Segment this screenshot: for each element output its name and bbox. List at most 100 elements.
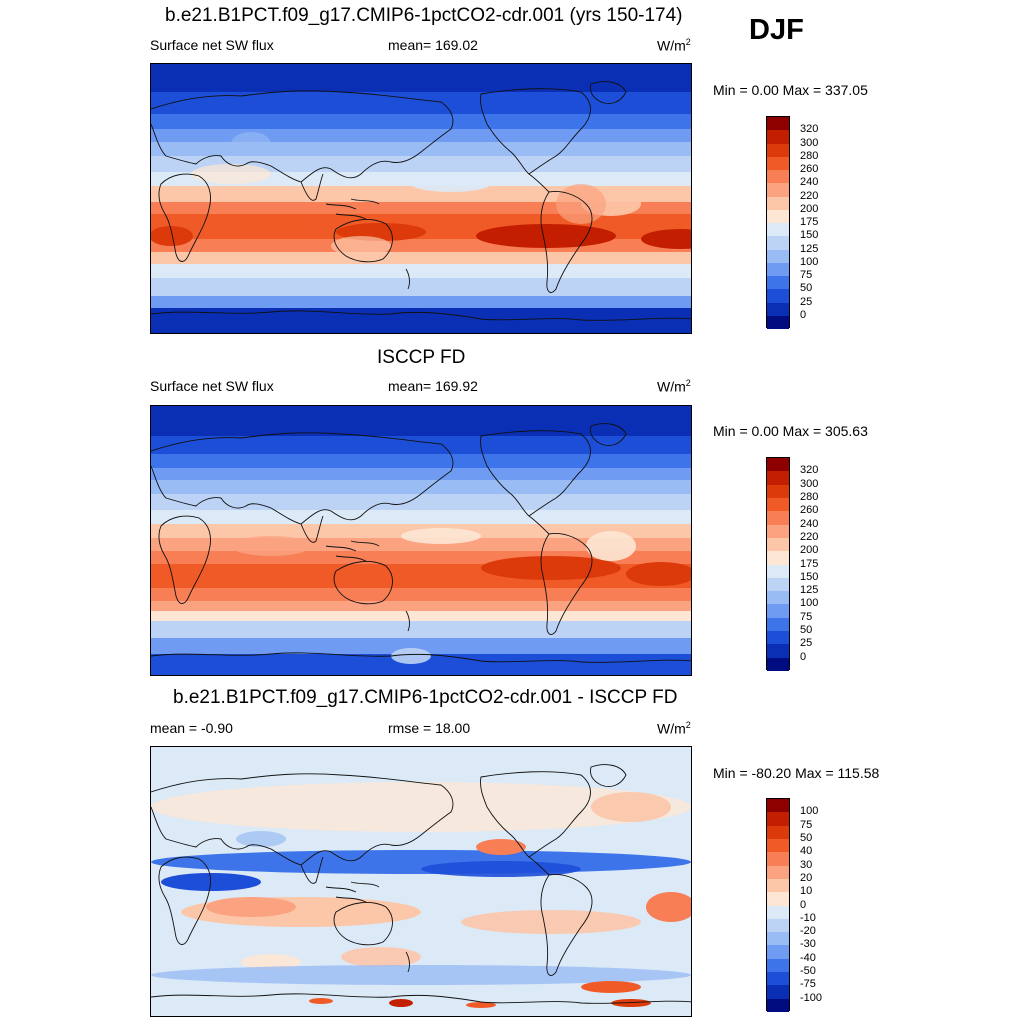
colorbar-swatch	[767, 591, 789, 605]
colorbar-swatch	[767, 799, 789, 813]
colorbar-swatch	[767, 209, 789, 223]
field-band	[151, 654, 691, 675]
field-blob	[391, 648, 431, 664]
panel1-units-label: W/m2	[657, 37, 691, 54]
coastline-path	[325, 540, 380, 562]
colorbar-swatch	[767, 631, 789, 645]
field-blob	[581, 981, 641, 993]
field-band	[151, 406, 691, 436]
colorbar-swatch	[767, 511, 789, 525]
panel2-map-svg	[151, 406, 691, 675]
field-blob	[211, 216, 331, 232]
colorbar-tick-label: -100	[800, 991, 823, 1004]
field-band	[151, 92, 691, 114]
coastline-path	[528, 856, 550, 876]
field-band	[151, 638, 691, 654]
field-blob	[151, 850, 691, 874]
colorbar-tick-label: 50	[800, 624, 813, 637]
colorbar-swatch	[767, 537, 789, 552]
colorbar-swatch	[767, 315, 789, 329]
panel1-colorbar	[766, 116, 790, 329]
field-blob	[206, 897, 296, 917]
colorbar-swatch	[767, 117, 789, 131]
coastline-path	[405, 268, 410, 290]
colorbar-tick-label: 240	[800, 517, 819, 530]
colorbar-tick-label: -10	[800, 911, 816, 924]
coastline-path	[151, 90, 454, 183]
field-band	[151, 588, 691, 601]
field-blob	[591, 792, 671, 822]
field-blob	[476, 224, 616, 248]
coastline-path	[333, 901, 393, 946]
field-band	[151, 621, 691, 638]
panel3-rmse-label: rmse = 18.00	[388, 720, 471, 736]
colorbar-swatch	[767, 838, 789, 853]
panel2-minmax-label: Min = 0.00 Max = 305.63	[713, 423, 868, 439]
panel3-title: b.e21.B1PCT.f09_g17.CMIP6-1pctCO2-cdr.00…	[173, 687, 678, 708]
panel2-mean-label: mean= 169.92	[388, 378, 478, 394]
field-band	[151, 129, 691, 142]
colorbar-tick-label: 125	[800, 242, 819, 255]
panel1-variable-label: Surface net SW flux	[150, 37, 274, 53]
field-blob	[586, 531, 636, 561]
colorbar-tick-label: 40	[800, 845, 813, 858]
coastline-path	[151, 993, 691, 1004]
panel2-variable-label: Surface net SW flux	[150, 378, 274, 394]
coastline-path	[333, 218, 393, 263]
panel2-units-label: W/m2	[657, 378, 691, 395]
colorbar-tick-label: 50	[800, 282, 813, 295]
coastline-path	[405, 610, 410, 632]
coastline-path	[590, 764, 627, 787]
field-band	[151, 239, 691, 252]
field-blob	[646, 892, 691, 922]
colorbar-tick-label: 280	[800, 149, 819, 162]
field-blob	[151, 965, 691, 985]
field-blob	[476, 839, 526, 855]
panel3-colorbar	[766, 798, 790, 1012]
colorbar-tick-label: 175	[800, 216, 819, 228]
colorbar-tick-label: 50	[800, 831, 813, 844]
colorbar-tick-label: 175	[800, 557, 819, 570]
colorbar-swatch	[767, 918, 789, 933]
field-blob	[191, 164, 271, 184]
colorbar-swatch	[767, 878, 789, 893]
field-blob	[241, 954, 301, 970]
field-band	[151, 601, 691, 611]
colorbar-swatch	[767, 223, 789, 237]
panel2-map	[150, 405, 692, 676]
coastline-path	[540, 191, 593, 293]
field-band	[151, 64, 691, 92]
coastline-path	[151, 432, 454, 525]
field-blob	[331, 236, 391, 256]
colorbar-swatch	[767, 551, 789, 565]
field-band	[151, 252, 691, 264]
coastlines	[151, 764, 691, 1004]
colorbar-swatch	[767, 865, 789, 879]
colorbar-swatch	[767, 236, 789, 250]
colorbar-tick-label: 100	[800, 597, 819, 610]
colorbar-swatch	[767, 577, 789, 592]
field-blob	[556, 184, 606, 224]
colorbar-swatch	[767, 945, 789, 959]
coastline-path	[300, 856, 324, 884]
field-blob	[626, 562, 691, 586]
field-band	[151, 202, 691, 214]
coastline-path	[540, 874, 593, 976]
field-blob	[156, 564, 226, 584]
colorbar-swatch	[767, 471, 789, 485]
coastline-path	[590, 423, 627, 446]
panel3-mean-label: mean = -0.90	[150, 720, 233, 736]
colorbar-swatch	[767, 143, 789, 157]
field-blob	[151, 782, 691, 832]
colorbar-tick-label: 30	[800, 858, 813, 871]
colorbar-swatch	[767, 905, 789, 919]
field-band	[151, 142, 691, 156]
panel3-units-label: W/m2	[657, 720, 691, 737]
field-band	[151, 436, 691, 454]
colorbar-tick-label: -50	[800, 965, 816, 978]
colorbar-tick-label: 200	[800, 202, 819, 215]
coastline-path	[405, 951, 410, 973]
panel1-map-svg	[151, 64, 691, 333]
colorbar-tick-label: 100	[800, 255, 819, 268]
colorbar-tick-label: 0	[800, 650, 807, 663]
